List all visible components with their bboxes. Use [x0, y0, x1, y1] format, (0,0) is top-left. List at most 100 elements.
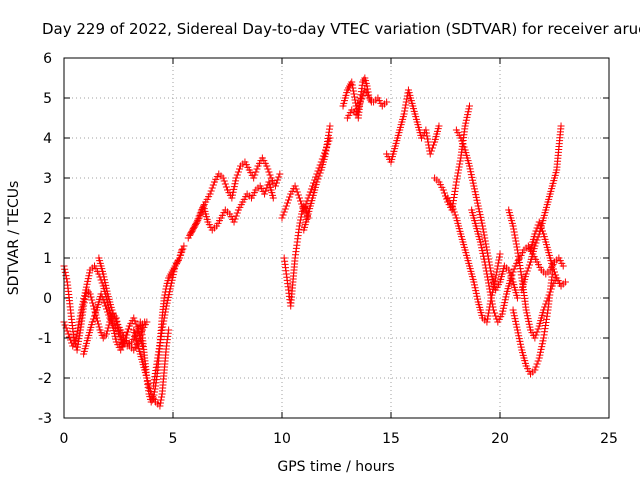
data-point	[454, 169, 462, 177]
data-point	[87, 293, 95, 301]
data-point	[314, 175, 322, 183]
data-point	[220, 177, 228, 185]
data-point	[86, 290, 94, 298]
data-point	[469, 179, 477, 187]
data-point	[77, 306, 85, 314]
x-tick-label: 20	[491, 431, 509, 447]
data-point	[71, 336, 79, 344]
data-point	[481, 258, 489, 266]
data-point	[252, 168, 260, 176]
data-point	[483, 273, 491, 281]
data-point	[486, 285, 494, 293]
data-point	[485, 279, 493, 287]
data-point	[479, 252, 487, 260]
data-point	[235, 165, 243, 173]
data-point	[99, 296, 107, 304]
data-point	[440, 189, 448, 197]
data-point	[478, 247, 486, 255]
data-point	[230, 183, 238, 191]
data-point	[474, 202, 482, 210]
data-point	[349, 87, 357, 95]
data-point	[86, 269, 94, 277]
data-point	[269, 194, 277, 202]
data-point	[196, 211, 204, 219]
data-point	[510, 225, 518, 233]
data-point	[470, 278, 478, 286]
data-point	[164, 296, 172, 304]
data-point	[297, 213, 305, 221]
data-point	[103, 287, 111, 295]
data-point	[348, 78, 356, 86]
data-point	[279, 211, 287, 219]
data-point	[489, 303, 497, 311]
data-point	[422, 129, 430, 137]
data-point	[61, 321, 69, 329]
data-point	[532, 227, 540, 235]
data-point	[131, 317, 139, 325]
data-point	[165, 291, 173, 299]
series-sat-h	[184, 154, 284, 242]
data-point	[161, 311, 169, 319]
data-point	[89, 315, 97, 323]
data-point	[165, 326, 173, 334]
data-point	[169, 271, 177, 279]
data-point	[402, 98, 410, 106]
data-point	[493, 265, 501, 273]
data-point	[179, 245, 187, 253]
data-point	[156, 399, 164, 407]
series-sat-o	[383, 86, 443, 166]
data-point	[512, 320, 520, 328]
data-point	[512, 240, 520, 248]
data-point	[481, 234, 489, 242]
data-point	[231, 215, 239, 223]
data-point	[533, 328, 541, 336]
data-point	[533, 360, 541, 368]
data-point	[231, 180, 239, 188]
data-point	[483, 270, 491, 278]
data-point	[484, 312, 492, 320]
data-point	[261, 190, 269, 198]
data-point	[477, 213, 485, 221]
data-point	[313, 178, 321, 186]
data-point	[531, 334, 539, 342]
data-point	[508, 271, 516, 279]
data-point	[197, 208, 205, 216]
data-point	[123, 328, 131, 336]
data-point	[102, 281, 110, 289]
data-point	[326, 122, 334, 130]
data-point	[481, 237, 489, 245]
data-point	[424, 135, 432, 143]
data-point	[78, 303, 86, 311]
data-point	[475, 208, 483, 216]
series-sat-q	[444, 194, 504, 326]
data-point	[459, 140, 467, 148]
data-point	[476, 238, 484, 246]
data-point	[492, 274, 500, 282]
data-point	[158, 326, 166, 334]
data-point	[510, 265, 518, 273]
data-point	[480, 255, 488, 263]
data-point	[513, 243, 521, 251]
data-point	[496, 250, 504, 258]
data-point	[82, 283, 90, 291]
data-point	[494, 262, 502, 270]
data-point	[103, 305, 111, 313]
chart-title: Day 229 of 2022, Sidereal Day-to-day VTE…	[42, 20, 640, 38]
data-point	[523, 309, 531, 317]
data-point	[525, 320, 533, 328]
data-point	[495, 253, 503, 261]
data-point	[159, 323, 167, 331]
data-point	[167, 279, 175, 287]
data-point	[297, 197, 305, 205]
data-point	[523, 312, 531, 320]
y-tick-label: 0	[43, 291, 52, 307]
data-point	[551, 268, 558, 276]
data-point	[104, 308, 112, 316]
data-point	[465, 102, 473, 110]
y-tick-label: 3	[43, 171, 52, 187]
data-point	[193, 218, 201, 226]
data-point	[301, 203, 309, 211]
data-point	[230, 185, 238, 193]
data-point	[88, 296, 96, 304]
